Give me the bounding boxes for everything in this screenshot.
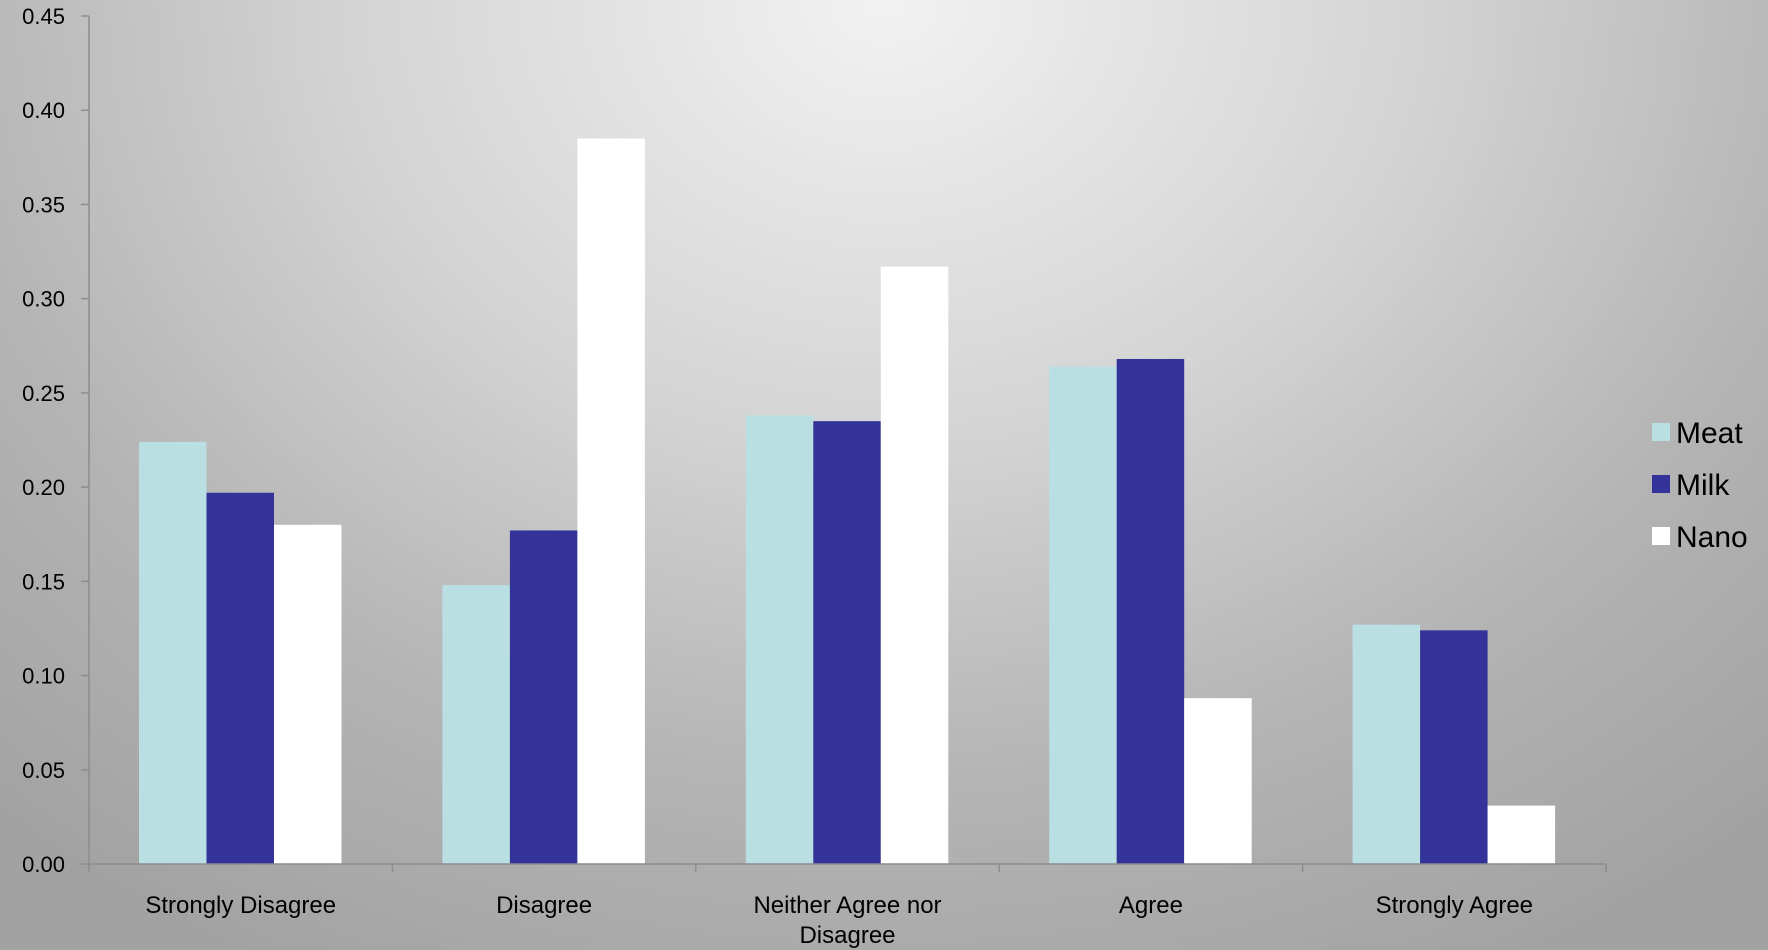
x-category-label: Neither Agree nor Disagree xyxy=(753,892,941,949)
bar-nano-1 xyxy=(577,138,645,865)
bar-milk-1 xyxy=(509,530,578,864)
legend-swatch-nano xyxy=(1652,527,1670,545)
legend-label-milk: Milk xyxy=(1676,469,1730,502)
legend-swatch-meat xyxy=(1652,423,1670,441)
y-tick-label: 0.45 xyxy=(22,4,65,29)
bar-nano-4 xyxy=(1487,805,1556,864)
y-tick-label: 0.30 xyxy=(22,287,65,312)
bar-meat-1 xyxy=(442,585,510,864)
x-category-label: Strongly Disagree xyxy=(145,892,336,919)
y-tick-label: 0.15 xyxy=(22,569,65,594)
bar-nano-0 xyxy=(274,524,342,864)
bar-meat-2 xyxy=(745,415,814,864)
y-tick-label: 0.35 xyxy=(22,192,65,217)
x-category-label: Disagree xyxy=(496,892,592,919)
y-tick-label: 0.05 xyxy=(22,758,65,783)
x-category-label: Agree xyxy=(1119,892,1183,919)
bar-meat-0 xyxy=(139,441,207,864)
bar-milk-0 xyxy=(206,492,274,864)
bar-meat-3 xyxy=(1049,366,1117,864)
legend-swatch-milk xyxy=(1652,475,1670,493)
bar-milk-4 xyxy=(1420,630,1488,864)
legend-label-nano: Nano xyxy=(1676,521,1748,554)
y-tick-label: 0.10 xyxy=(22,664,65,689)
legend-label-meat: Meat xyxy=(1676,417,1743,450)
y-tick-label: 0.40 xyxy=(22,98,65,123)
bars xyxy=(139,138,1556,865)
bar-milk-3 xyxy=(1116,358,1185,864)
bar-milk-2 xyxy=(813,421,881,864)
bar-meat-4 xyxy=(1352,624,1421,864)
bar-nano-3 xyxy=(1184,698,1252,864)
y-tick-label: 0.20 xyxy=(22,475,65,500)
bar-nano-2 xyxy=(880,266,949,864)
y-tick-label: 0.00 xyxy=(22,852,65,877)
y-tick-label: 0.25 xyxy=(22,381,65,406)
axes: 0.00 0.05 0.10 0.15 0.20 0.25 0.30 0.35 0.40 0.45… xyxy=(22,4,1607,949)
x-category-label: Strongly Agree xyxy=(1376,892,1533,919)
legend: Meat Milk Nano xyxy=(1652,417,1748,554)
